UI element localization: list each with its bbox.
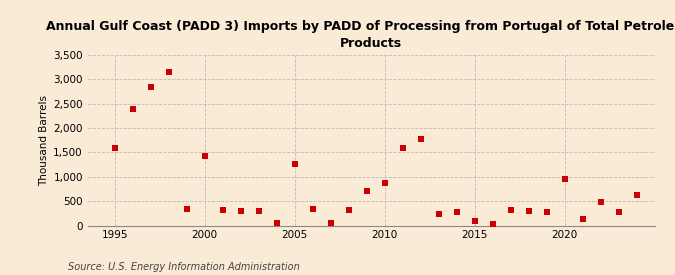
Point [506,208,516,213]
Point [344,208,354,213]
Point [614,210,624,214]
Point [109,145,120,150]
Point [469,218,480,223]
Point [290,162,300,166]
Point [631,193,642,197]
Point [379,180,390,185]
Point [487,222,498,226]
Point [217,208,228,213]
Point [307,207,318,211]
Point [452,210,462,214]
Point [236,209,246,214]
Title: Annual Gulf Coast (PADD 3) Imports by PADD of Processing from Portugal of Total : Annual Gulf Coast (PADD 3) Imports by PA… [46,20,675,50]
Point [253,209,264,214]
Text: Source: U.S. Energy Information Administration: Source: U.S. Energy Information Administ… [68,262,299,272]
Point [199,154,210,158]
Point [271,220,282,225]
Point [182,207,192,211]
Point [541,210,552,214]
Point [595,200,606,204]
Point [560,177,570,182]
Point [577,217,588,221]
Point [325,220,336,225]
Point [523,209,534,214]
Point [145,84,156,89]
Point [398,145,408,150]
Point [163,70,174,74]
Point [415,137,426,141]
Y-axis label: Thousand Barrels: Thousand Barrels [39,95,49,186]
Point [361,189,372,194]
Point [433,211,444,216]
Point [128,106,138,111]
